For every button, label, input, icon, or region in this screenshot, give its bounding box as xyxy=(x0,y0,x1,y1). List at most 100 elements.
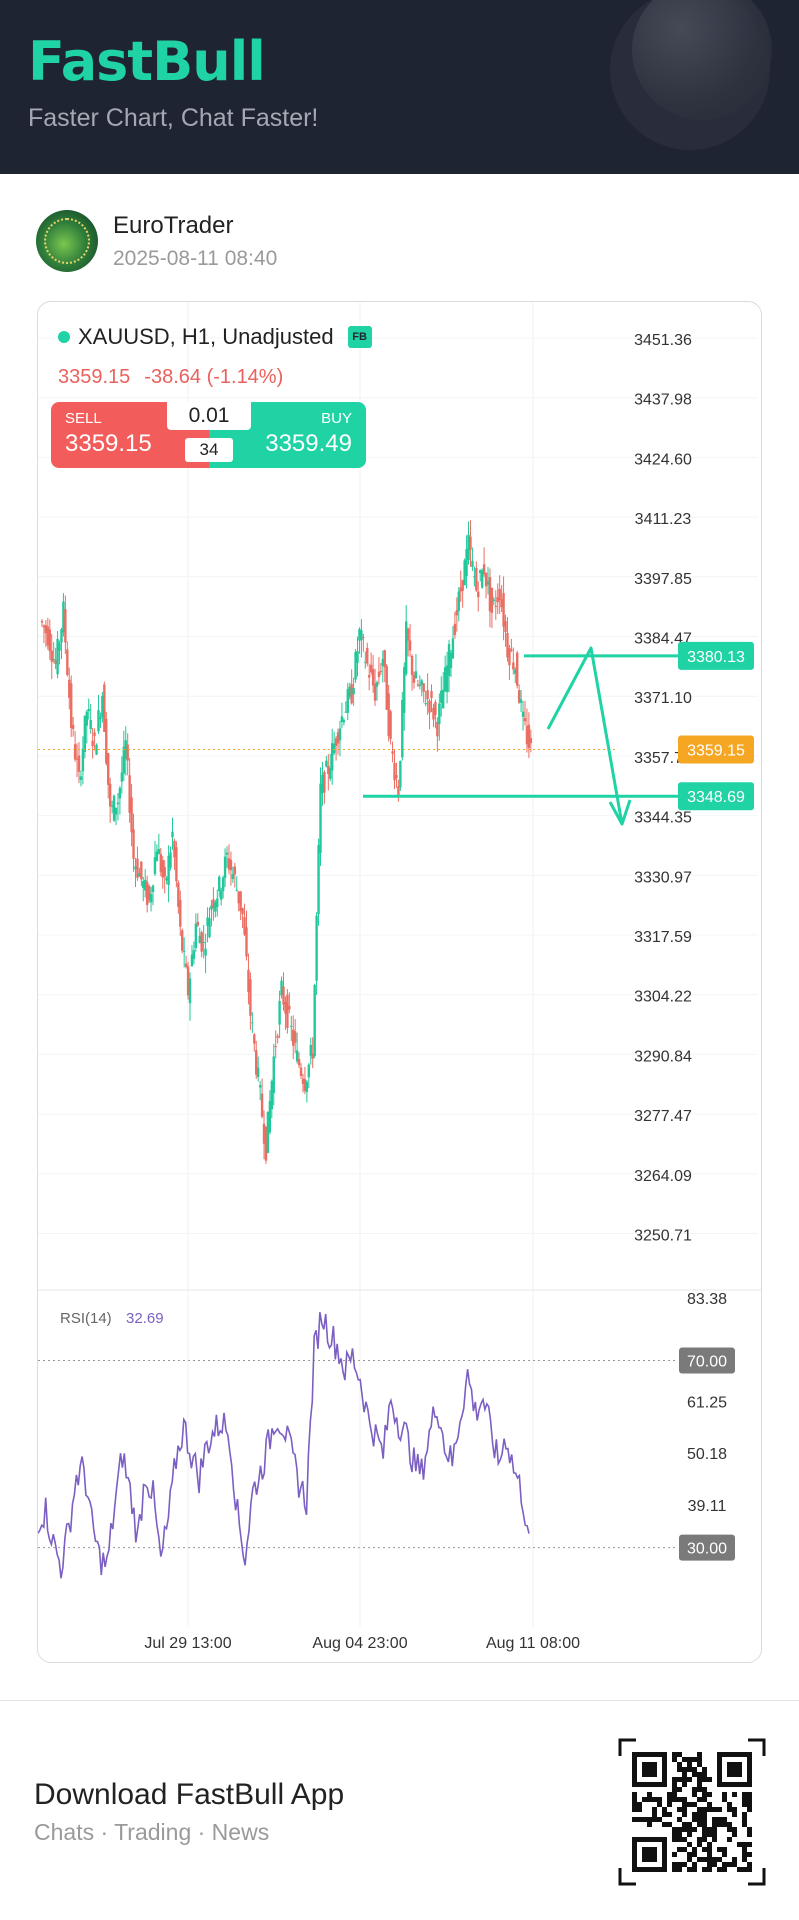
rsi-tick-label: 39.11 xyxy=(688,1498,727,1515)
projection-arrow-line xyxy=(546,646,624,825)
candle-body xyxy=(218,876,221,892)
price-tick-label: 3264.09 xyxy=(634,1168,692,1185)
candle-body xyxy=(490,587,494,613)
download-title[interactable]: Download FastBull App xyxy=(34,1778,345,1811)
candle-body xyxy=(278,1001,281,1025)
qr-module xyxy=(727,1822,732,1827)
qr-module xyxy=(747,1797,752,1802)
candle-body xyxy=(432,707,435,720)
chart-symbol[interactable]: XAUUSD, H1, Unadjusted xyxy=(78,324,334,349)
qr-module xyxy=(722,1817,727,1822)
candle-body xyxy=(177,882,180,907)
candle-body xyxy=(321,774,324,794)
qr-module xyxy=(642,1797,647,1802)
qr-module xyxy=(687,1852,692,1857)
candle-body xyxy=(377,671,381,677)
avatar[interactable] xyxy=(36,210,98,272)
qr-module xyxy=(697,1812,702,1817)
candle-body xyxy=(293,1031,297,1043)
candle-body xyxy=(504,621,507,633)
candle-body xyxy=(453,623,457,636)
candle-body xyxy=(492,599,496,601)
candle-body xyxy=(517,690,521,703)
candle-body xyxy=(225,852,229,855)
candle-body xyxy=(68,679,71,698)
qr-module xyxy=(707,1867,712,1872)
candle-body xyxy=(299,1067,303,1076)
candle-body xyxy=(219,890,223,900)
candle-body xyxy=(366,647,369,664)
qr-module xyxy=(732,1832,737,1837)
qr-module xyxy=(667,1812,672,1817)
username[interactable]: EuroTrader xyxy=(113,212,234,239)
qr-module xyxy=(712,1817,717,1822)
price-chart[interactable]: 3451.36 3437.98 3424.60 3411.23 3397.85 3384.… xyxy=(38,302,762,1663)
candle-body xyxy=(416,684,420,686)
candle-body xyxy=(389,711,392,739)
qr-module xyxy=(732,1862,737,1867)
qr-module xyxy=(717,1857,722,1862)
qr-module xyxy=(672,1827,677,1832)
qr-module xyxy=(652,1807,657,1812)
qr-module xyxy=(672,1777,677,1782)
qr-module xyxy=(687,1842,692,1847)
candle-body xyxy=(406,628,410,641)
candle-body xyxy=(309,1044,312,1056)
qr-module xyxy=(722,1792,727,1797)
candle-body xyxy=(145,881,149,905)
qr-module xyxy=(712,1862,717,1867)
price-tag-label: 3380.13 xyxy=(687,649,745,666)
qr-module xyxy=(697,1762,702,1767)
chart-symbol-row: XAUUSD, H1, Unadjusted FB xyxy=(58,324,372,350)
qr-module xyxy=(637,1807,642,1812)
candle-body xyxy=(103,684,106,733)
qr-module xyxy=(727,1837,732,1842)
qr-module xyxy=(697,1772,702,1777)
lot-size-input[interactable]: 0.01 xyxy=(167,402,251,430)
qr-module xyxy=(672,1752,677,1757)
candle-body xyxy=(403,667,406,713)
candle-body xyxy=(461,580,464,591)
qr-module xyxy=(682,1777,687,1782)
qr-module xyxy=(702,1772,707,1777)
candle-body xyxy=(128,775,131,813)
qr-module xyxy=(722,1797,727,1802)
candle-body xyxy=(272,1056,275,1094)
candle-body xyxy=(229,859,233,871)
qr-module xyxy=(677,1817,682,1822)
qr-module xyxy=(747,1852,752,1857)
candle-body xyxy=(241,907,244,915)
price-tick-label: 3277.47 xyxy=(634,1108,692,1125)
candle-body xyxy=(317,845,320,915)
qr-module xyxy=(702,1787,707,1792)
qr-module xyxy=(707,1792,712,1797)
candle-body xyxy=(256,1067,260,1078)
candle-body xyxy=(210,905,213,910)
candle-body xyxy=(237,891,240,904)
qr-module xyxy=(682,1802,687,1807)
candle-body xyxy=(354,651,357,680)
qr-module xyxy=(732,1857,737,1862)
candle-body xyxy=(395,774,398,779)
candle-body xyxy=(521,711,525,717)
price-tick-label: 3330.97 xyxy=(634,869,692,886)
candle-body xyxy=(457,591,460,611)
qr-module xyxy=(732,1812,737,1817)
candle-body xyxy=(151,885,155,892)
candle-body xyxy=(196,921,200,926)
candle-body xyxy=(315,915,318,981)
qr-module xyxy=(652,1812,657,1817)
candle-body xyxy=(510,649,513,651)
candle-body xyxy=(480,570,484,588)
qr-module xyxy=(702,1807,707,1812)
chart-card[interactable]: 3451.36 3437.98 3424.60 3411.23 3397.85 3384.… xyxy=(37,301,762,1663)
qr-module xyxy=(692,1867,697,1872)
candle-body xyxy=(101,696,104,718)
price-tick-label: 3250.71 xyxy=(634,1228,692,1245)
qr-module xyxy=(747,1867,752,1872)
qr-module xyxy=(702,1827,707,1832)
candle-body xyxy=(442,689,445,709)
qr-code-icon[interactable] xyxy=(618,1738,766,1886)
candle-body xyxy=(165,877,168,881)
candle-body xyxy=(83,715,87,752)
